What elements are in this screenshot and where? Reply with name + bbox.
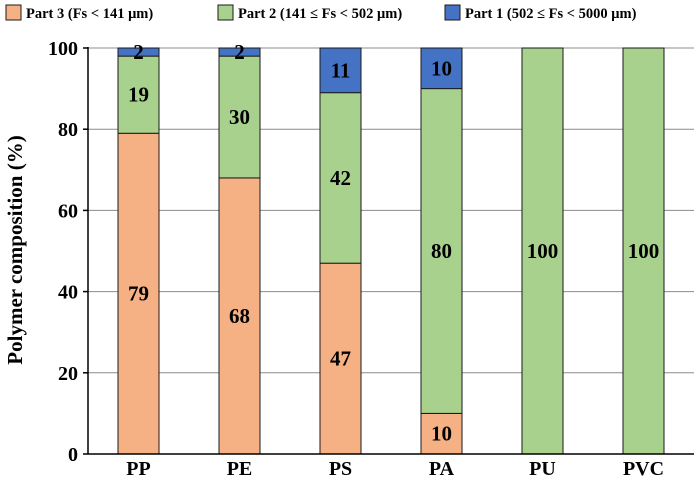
bar-segment bbox=[420, 47, 463, 90]
data-label: 42 bbox=[330, 166, 351, 190]
legend-swatch bbox=[444, 4, 461, 21]
x-tick-label: PVC bbox=[623, 458, 664, 479]
y-tick-label: 20 bbox=[58, 363, 78, 385]
bar-segment bbox=[218, 47, 261, 57]
legend-label: Part 3 (Fs < 141 μm) bbox=[26, 6, 153, 22]
bar-segment bbox=[319, 262, 362, 455]
x-tick-label: PA bbox=[429, 458, 455, 479]
x-tick-labels: PP PE PS PA PU PVC bbox=[126, 458, 664, 479]
legend-label: Part 1 (502 ≤ Fs < 5000 μm) bbox=[465, 6, 637, 22]
data-label: 100 bbox=[628, 239, 660, 263]
bar-segment bbox=[218, 177, 261, 455]
gridlines bbox=[88, 47, 694, 374]
legend-label: Part 2 (141 ≤ Fs < 502 μm) bbox=[238, 6, 402, 22]
bar-segment bbox=[117, 132, 160, 455]
data-label: 47 bbox=[330, 347, 351, 371]
data-label: 79 bbox=[128, 282, 149, 306]
data-label: 2 bbox=[133, 40, 144, 64]
x-tick-label: PU bbox=[529, 458, 556, 479]
data-label: 10 bbox=[431, 422, 452, 446]
bar-segment bbox=[521, 47, 564, 455]
legend-item: Part 3 (Fs < 141 μm) bbox=[5, 4, 153, 22]
data-label: 68 bbox=[229, 304, 250, 328]
data-label: 30 bbox=[229, 105, 250, 129]
y-tick-label: 40 bbox=[58, 282, 78, 304]
legend-swatch bbox=[5, 4, 22, 21]
data-label: 19 bbox=[128, 83, 149, 107]
data-label: 10 bbox=[431, 56, 452, 80]
legend: Part 3 (Fs < 141 μm) Part 2 (141 ≤ Fs < 5… bbox=[5, 4, 637, 22]
x-tick-label: PS bbox=[329, 458, 352, 479]
bars bbox=[117, 47, 665, 455]
legend-item: Part 1 (502 ≤ Fs < 5000 μm) bbox=[444, 4, 637, 22]
bar-segment bbox=[319, 92, 362, 264]
bar-segment bbox=[319, 47, 362, 94]
bar-segment bbox=[218, 55, 261, 179]
bar-segment bbox=[117, 55, 160, 134]
y-axis-title: Polymer composition (%) bbox=[3, 135, 27, 364]
x-tick-label: PE bbox=[227, 458, 253, 479]
y-tick-labels: 0 20 40 60 80 100 bbox=[48, 38, 78, 466]
legend-swatch bbox=[217, 4, 234, 21]
data-label: 80 bbox=[431, 239, 452, 263]
axes bbox=[83, 47, 694, 455]
data-labels: 79 19 2 68 30 2 47 42 11 10 80 10 100 100 bbox=[128, 40, 659, 446]
data-label: 100 bbox=[527, 239, 559, 263]
x-tick-label: PP bbox=[126, 458, 150, 479]
legend-item: Part 2 (141 ≤ Fs < 502 μm) bbox=[217, 4, 402, 22]
bar-segment bbox=[420, 412, 463, 455]
y-tick-label: 0 bbox=[68, 444, 78, 466]
data-label: 2 bbox=[234, 40, 245, 64]
data-label: 11 bbox=[331, 58, 351, 82]
y-tick-label: 60 bbox=[58, 200, 78, 222]
y-tick-label: 80 bbox=[58, 119, 78, 141]
y-tick-label: 100 bbox=[48, 38, 78, 60]
bar-segment bbox=[117, 47, 160, 57]
